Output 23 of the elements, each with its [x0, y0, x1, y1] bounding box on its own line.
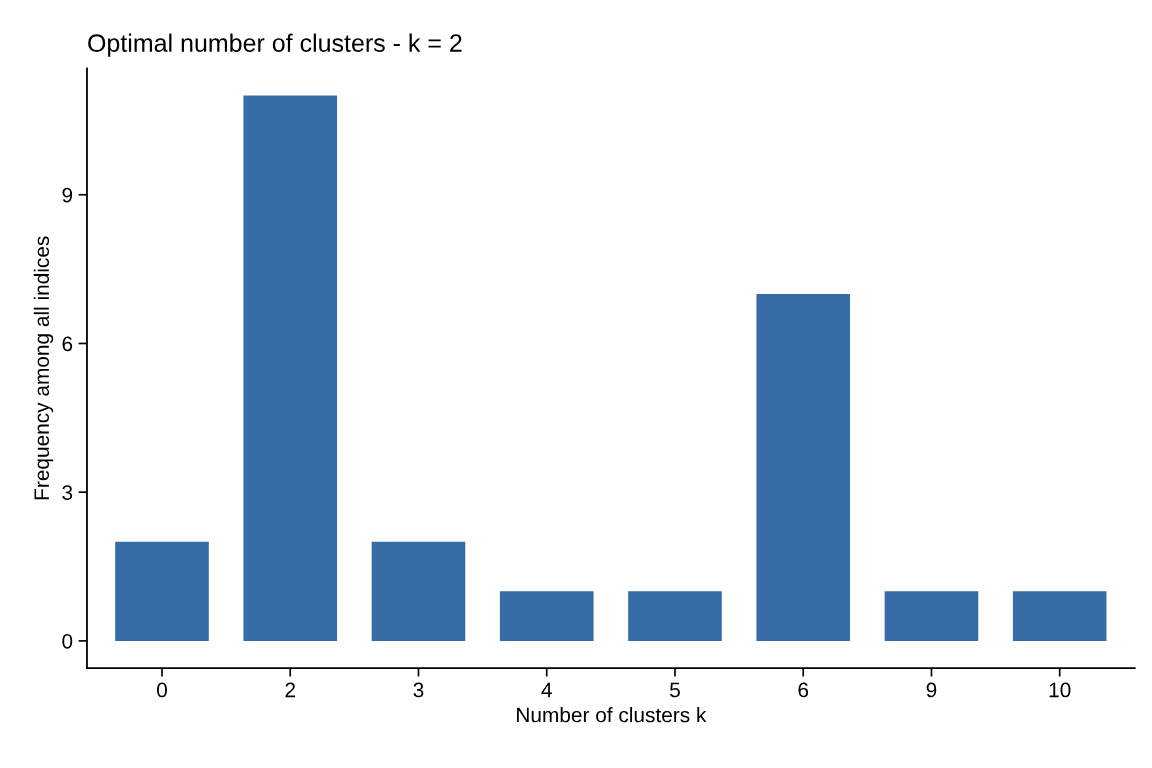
bar: [115, 541, 209, 641]
chart-title: Optimal number of clusters - k = 2: [88, 33, 462, 57]
y-axis-title: Frequency among all indices: [33, 236, 54, 500]
bar: [756, 293, 851, 641]
x-tick-label: 9: [926, 682, 937, 698]
y-tick-label: 9: [62, 187, 73, 203]
bar: [499, 591, 594, 641]
bar: [1012, 591, 1107, 641]
x-tick-label: 5: [670, 682, 680, 698]
y-tick-label: 0: [62, 633, 73, 649]
bar: [243, 95, 338, 641]
x-tick-label: 10: [1049, 682, 1071, 698]
x-axis-title: Number of clusters k: [517, 707, 707, 723]
bar: [371, 541, 466, 641]
x-tick-label: 2: [285, 682, 295, 698]
x-tick-label: 6: [798, 682, 809, 698]
y-tick-label: 3: [62, 485, 73, 500]
x-tick-label: 3: [413, 682, 424, 698]
x-tick-label: 0: [157, 682, 167, 698]
bar: [628, 591, 722, 641]
y-tick-label: 6: [62, 336, 73, 352]
bar: [884, 591, 979, 641]
x-tick-label: 4: [541, 682, 552, 698]
